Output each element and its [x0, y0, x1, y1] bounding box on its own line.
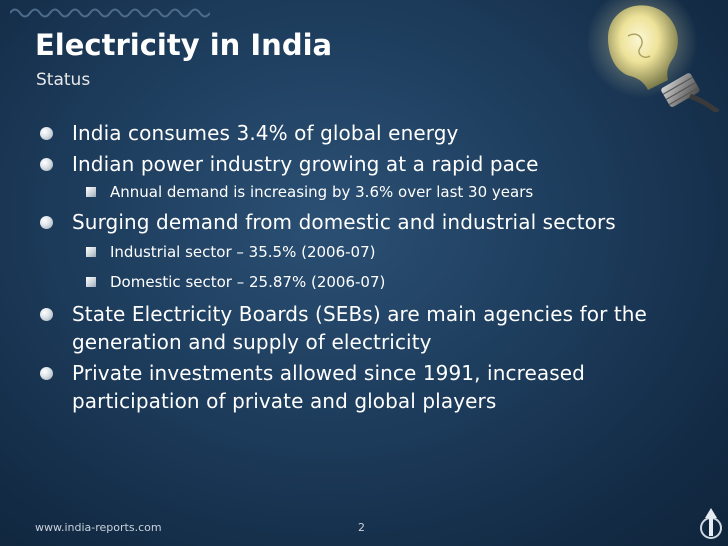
bullet-item: State Electricity Boards (SEBs) are main…	[40, 300, 684, 356]
bullet-item: Surging demand from domestic and industr…	[40, 208, 720, 236]
bullet-text: Indian power industry growing at a rapid…	[72, 152, 539, 176]
bullet-text: Surging demand from domestic and industr…	[72, 210, 616, 234]
sub-bullet-item: Industrial sector – 35.5% (2006-07)	[40, 240, 720, 264]
sub-bullet-text: Industrial sector – 35.5% (2006-07)	[110, 243, 376, 261]
sub-bullet-text: Domestic sector – 25.87% (2006-07)	[110, 273, 386, 291]
sub-bullet-text: Annual demand is increasing by 3.6% over…	[110, 183, 534, 201]
light-bulb-icon	[588, 0, 720, 112]
bullet-text: Private investments allowed since 1991, …	[72, 361, 585, 413]
bullet-item: Private investments allowed since 1991, …	[40, 359, 672, 415]
round-bullet-icon	[40, 308, 53, 321]
bullet-item: Indian power industry growing at a rapid…	[40, 150, 720, 178]
square-bullet-icon	[86, 187, 96, 197]
round-bullet-icon	[40, 127, 53, 140]
square-bullet-icon	[86, 277, 96, 287]
sub-bullet-item: Annual demand is increasing by 3.6% over…	[40, 180, 720, 204]
wave-line-icon	[10, 8, 210, 18]
bullet-text: India consumes 3.4% of global energy	[72, 121, 459, 145]
sub-bullet-item: Domestic sector – 25.87% (2006-07)	[40, 270, 720, 294]
round-bullet-icon	[40, 216, 53, 229]
bullet-list: India consumes 3.4% of global energy Ind…	[40, 119, 720, 415]
round-bullet-icon	[40, 367, 53, 380]
arrow-logo-icon	[700, 508, 722, 539]
page-number: 2	[358, 521, 365, 534]
square-bullet-icon	[86, 247, 96, 257]
bullet-text: State Electricity Boards (SEBs) are main…	[72, 302, 647, 354]
slide-title: Electricity in India	[35, 28, 333, 62]
bullet-item: India consumes 3.4% of global energy	[40, 119, 720, 147]
slide-subtitle: Status	[36, 70, 91, 90]
round-bullet-icon	[40, 158, 53, 171]
footer-website: www.india-reports.com	[35, 521, 162, 534]
